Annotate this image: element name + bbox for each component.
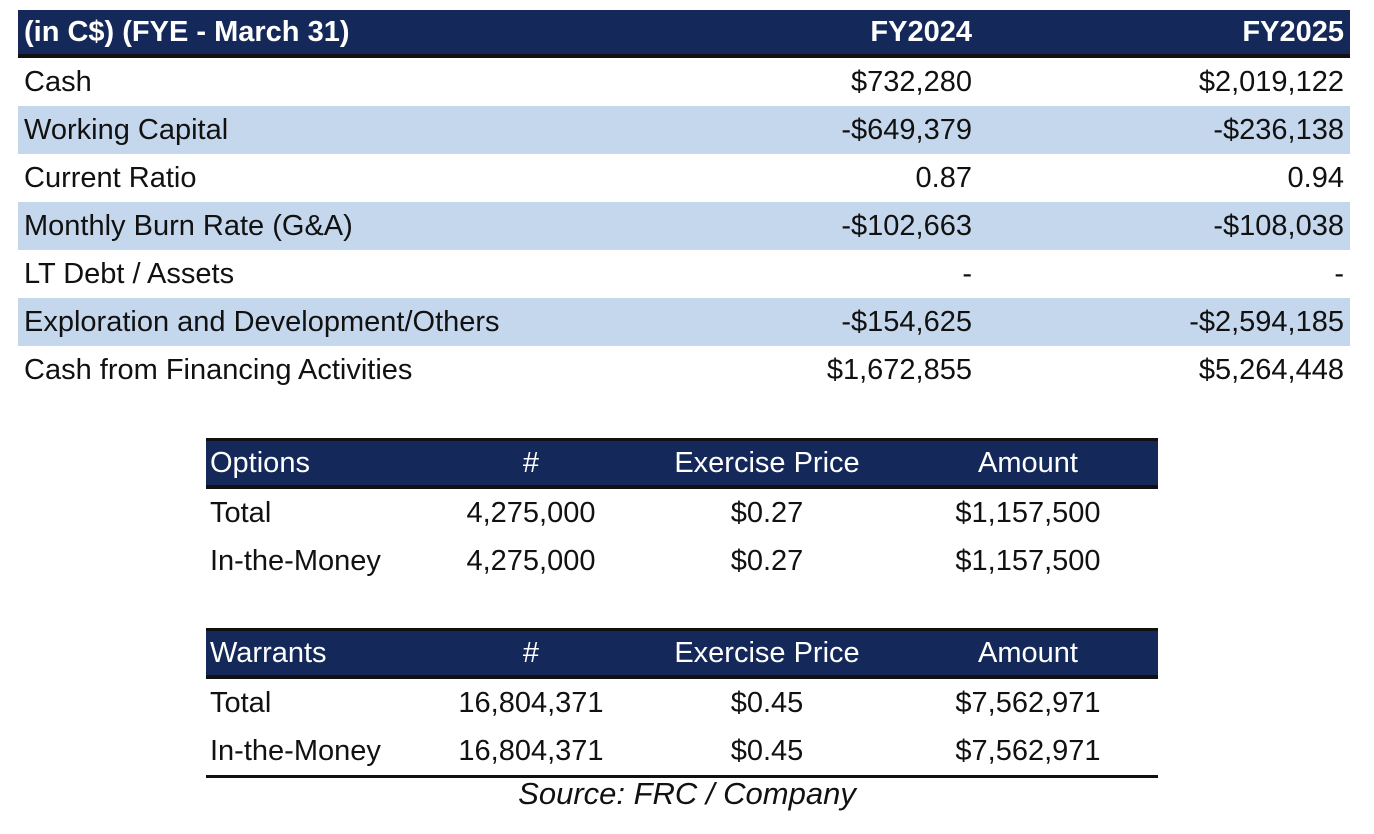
summary-header-label: (in C$) (FYE - March 31) xyxy=(18,10,718,58)
summary-row-lt-debt-assets: LT Debt / Assets - - xyxy=(18,250,1350,298)
fy2025-value: -$236,138 xyxy=(978,106,1350,154)
summary-row-current-ratio: Current Ratio 0.87 0.94 xyxy=(18,154,1350,202)
fy2024-value: -$649,379 xyxy=(718,106,978,154)
count-value: 16,804,371 xyxy=(426,727,636,778)
row-label: Current Ratio xyxy=(24,161,197,194)
fy2024-value: 0.87 xyxy=(915,161,972,194)
warrants-table: Warrants # Exercise Price Amount Total 1… xyxy=(206,628,1158,778)
fy2024-value: -$102,663 xyxy=(718,202,978,250)
summary-row-cash: Cash $732,280 $2,019,122 xyxy=(18,56,1350,106)
fy2024-value: $732,280 xyxy=(851,65,972,98)
row-label: LT Debt / Assets xyxy=(24,257,235,290)
fy2025-value: $2,019,122 xyxy=(1198,65,1344,98)
row-label: In-the-Money xyxy=(206,727,426,778)
source-note: Source: FRC / Company xyxy=(518,776,856,811)
warrants-header-label: Warrants xyxy=(206,628,426,679)
amount-value: $7,562,971 xyxy=(955,686,1101,719)
options-header-price: Exercise Price xyxy=(636,438,898,489)
row-label: Monthly Burn Rate (G&A) xyxy=(18,202,718,250)
row-label: Cash from Financing Activities xyxy=(24,353,413,386)
summary-row-financing: Cash from Financing Activities $1,672,85… xyxy=(18,346,1350,394)
amount-value: $1,157,500 xyxy=(955,544,1101,577)
row-label: Total xyxy=(210,496,272,529)
price-value: $0.27 xyxy=(730,544,804,577)
warrants-row-total: Total 16,804,371 $0.45 $7,562,971 xyxy=(206,677,1158,727)
options-header-amount: Amount xyxy=(898,438,1158,489)
price-value: $0.27 xyxy=(730,496,804,529)
summary-header-fy2025: FY2025 xyxy=(978,10,1350,58)
row-label: Exploration and Development/Others xyxy=(18,298,718,346)
row-label: Cash xyxy=(24,65,92,98)
options-row-in-the-money: In-the-Money 4,275,000 $0.27 $1,157,500 xyxy=(206,537,1158,585)
summary-row-burn-rate: Monthly Burn Rate (G&A) -$102,663 -$108,… xyxy=(18,202,1350,250)
options-row-total: Total 4,275,000 $0.27 $1,157,500 xyxy=(206,487,1158,537)
fy2025-value: - xyxy=(1334,257,1344,290)
price-value: $0.45 xyxy=(730,686,804,719)
fy2024-value: - xyxy=(962,257,972,290)
summary-row-working-capital: Working Capital -$649,379 -$236,138 xyxy=(18,106,1350,154)
row-label: In-the-Money xyxy=(210,544,381,577)
row-label: Total xyxy=(210,686,272,719)
options-header-count: # xyxy=(426,438,636,489)
fy2024-value: -$154,625 xyxy=(718,298,978,346)
options-header-label: Options xyxy=(206,438,426,489)
fy2025-value: -$2,594,185 xyxy=(978,298,1350,346)
financial-summary-table: (in C$) (FYE - March 31) FY2024 FY2025 C… xyxy=(18,10,1350,394)
options-header-row: Options # Exercise Price Amount xyxy=(206,438,1158,489)
fy2024-value: $1,672,855 xyxy=(826,353,972,386)
summary-row-exploration: Exploration and Development/Others -$154… xyxy=(18,298,1350,346)
count-value: 16,804,371 xyxy=(458,686,604,719)
warrants-row-in-the-money: In-the-Money 16,804,371 $0.45 $7,562,971 xyxy=(206,727,1158,778)
summary-header-fy2024: FY2024 xyxy=(718,10,978,58)
fy2025-value: -$108,038 xyxy=(978,202,1350,250)
price-value: $0.45 xyxy=(636,727,898,778)
amount-value: $7,562,971 xyxy=(898,727,1158,778)
count-value: 4,275,000 xyxy=(466,544,596,577)
fy2025-value: 0.94 xyxy=(1287,161,1344,194)
amount-value: $1,157,500 xyxy=(955,496,1101,529)
warrants-header-price: Exercise Price xyxy=(636,628,898,679)
fy2025-value: $5,264,448 xyxy=(1198,353,1344,386)
row-label: Working Capital xyxy=(18,106,718,154)
count-value: 4,275,000 xyxy=(466,496,596,529)
warrants-header-amount: Amount xyxy=(898,628,1158,679)
warrants-header-row: Warrants # Exercise Price Amount xyxy=(206,628,1158,679)
warrants-header-count: # xyxy=(426,628,636,679)
options-table: Options # Exercise Price Amount Total 4,… xyxy=(206,438,1158,585)
summary-header-row: (in C$) (FYE - March 31) FY2024 FY2025 xyxy=(18,10,1350,58)
